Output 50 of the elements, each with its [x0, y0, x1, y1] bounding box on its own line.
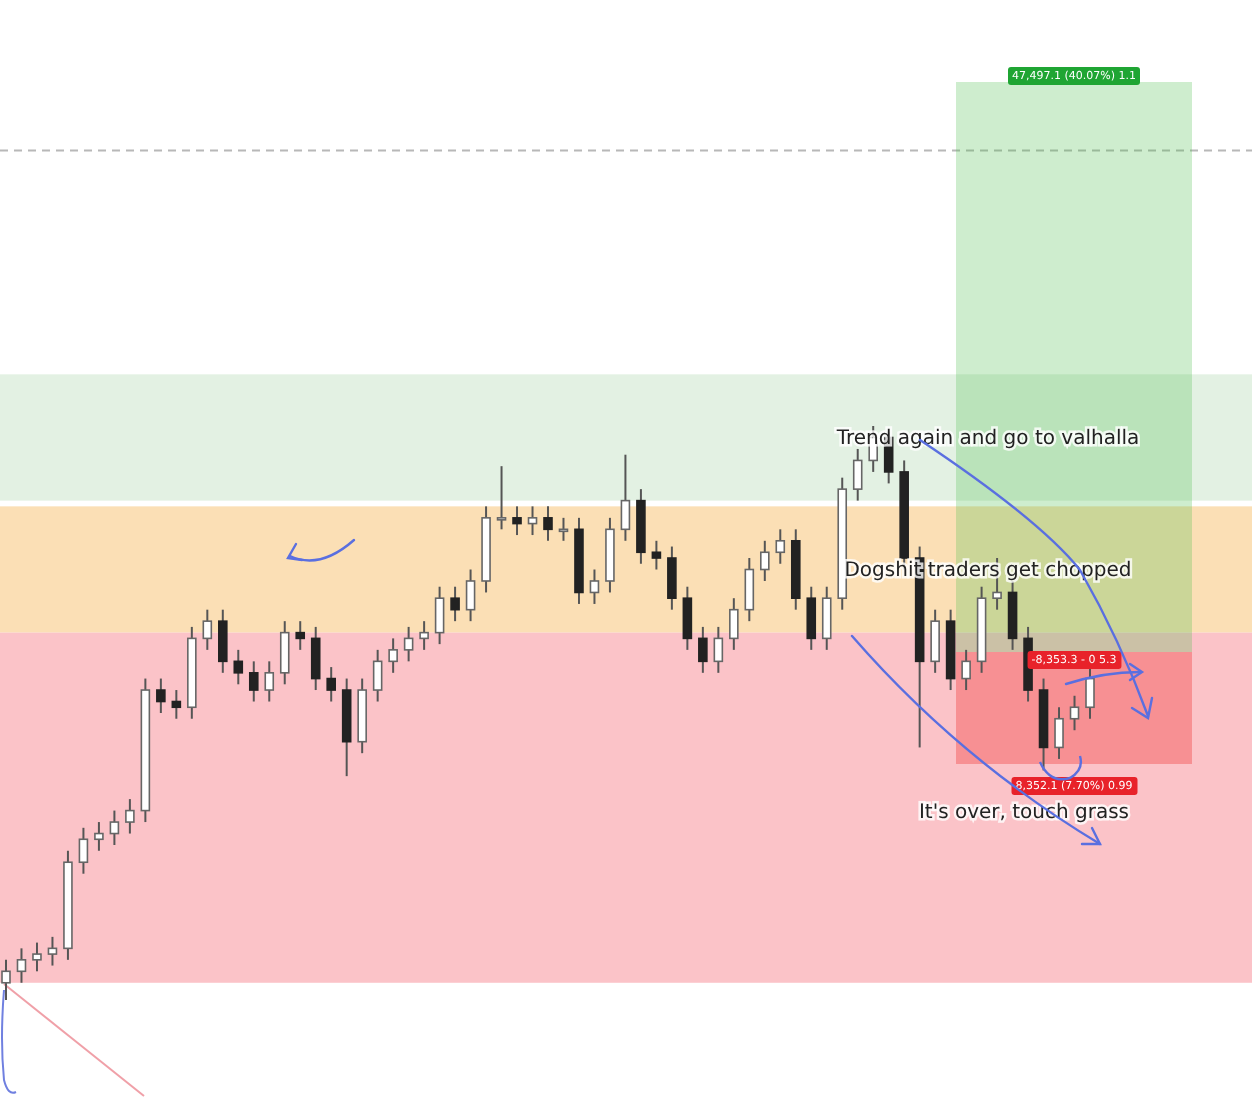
candlestick	[512, 505, 522, 537]
candlestick	[78, 826, 89, 875]
candlestick	[682, 585, 693, 651]
candlestick	[125, 798, 135, 835]
candlestick	[434, 585, 445, 646]
candlestick	[372, 648, 383, 703]
candlestick	[760, 539, 770, 582]
candlestick	[1007, 579, 1018, 651]
candlestick	[171, 689, 182, 720]
candlestick	[47, 935, 58, 967]
candlestick	[403, 625, 414, 663]
candlestick	[620, 453, 631, 542]
candlestick	[930, 608, 940, 674]
candlestick	[1054, 706, 1064, 760]
candlestick	[543, 505, 553, 542]
candlestick	[589, 568, 600, 605]
candlestick	[248, 660, 259, 703]
candlestick	[496, 465, 507, 531]
candlestick	[326, 666, 336, 703]
candlestick	[698, 625, 708, 674]
candlestick	[961, 648, 971, 692]
candlestick	[1069, 694, 1080, 732]
candlestick	[279, 620, 290, 686]
candlestick	[218, 608, 228, 674]
candlestick	[32, 941, 42, 973]
candlestick	[310, 625, 321, 692]
candlestick	[465, 568, 476, 623]
candlestick	[264, 660, 275, 703]
candlestick	[651, 539, 662, 571]
candlestick	[419, 620, 429, 651]
candlestick	[295, 620, 306, 651]
candlestick	[667, 545, 677, 611]
candlestick	[852, 447, 863, 502]
candlestick	[775, 528, 786, 565]
candlestick	[744, 557, 755, 623]
candlestick	[729, 597, 739, 651]
candlestick	[450, 585, 460, 623]
candlestick	[806, 585, 817, 651]
candlestick	[202, 608, 213, 651]
candlestick	[1, 958, 11, 1001]
candlestick	[821, 585, 832, 651]
candlestick	[388, 637, 398, 674]
candlestick	[16, 947, 27, 984]
candlestick	[109, 809, 120, 847]
candlestick	[233, 648, 244, 686]
candlestick	[156, 677, 166, 714]
candlestick	[713, 625, 724, 674]
candlestick	[94, 821, 104, 852]
candlestick	[1085, 666, 1095, 720]
candlestick	[527, 505, 538, 537]
